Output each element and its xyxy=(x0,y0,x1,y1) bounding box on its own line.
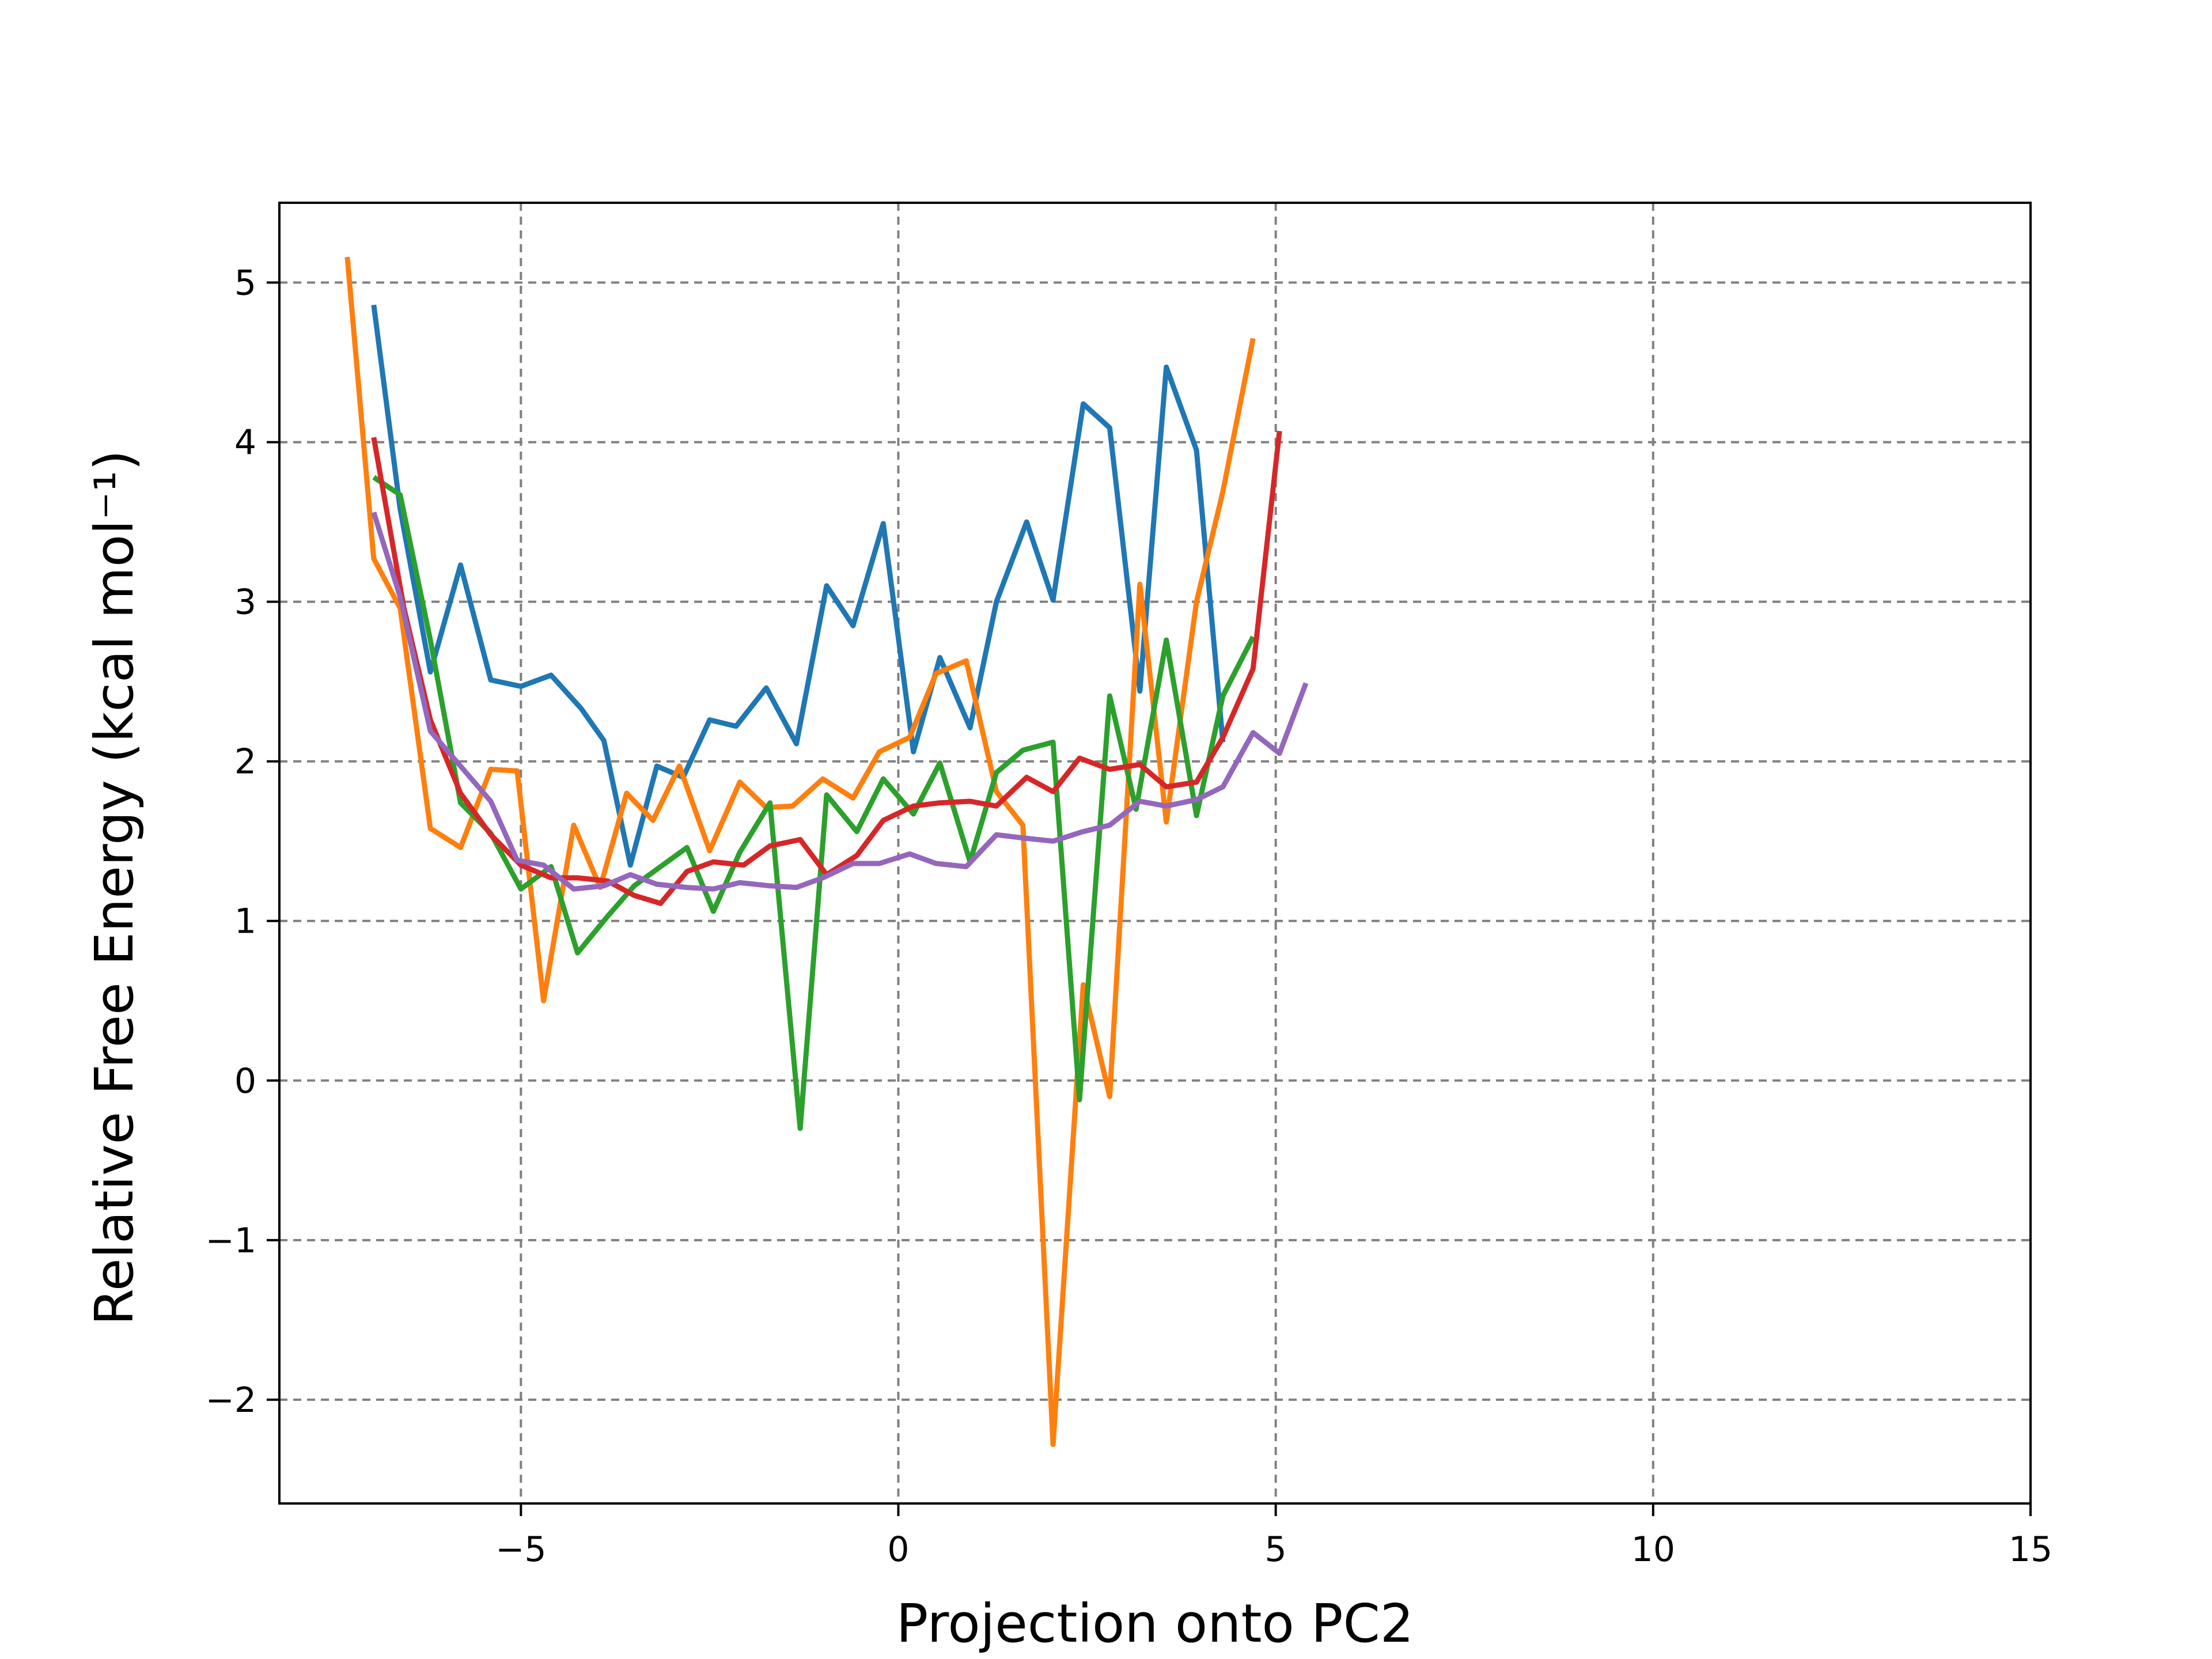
x-tick-label: 0 xyxy=(887,1529,909,1570)
x-tick-label: 15 xyxy=(2009,1529,2052,1570)
y-axis-label: Relative Free Energy (kcal mol⁻¹) xyxy=(84,450,145,1325)
series-line-5 xyxy=(371,512,1309,892)
y-tick-label: 3 xyxy=(234,582,256,623)
y-tick-label: −2 xyxy=(206,1380,256,1421)
y-tick-label: 1 xyxy=(234,902,256,942)
y-tick-label: 4 xyxy=(234,423,256,463)
y-tick-label: 0 xyxy=(234,1061,256,1101)
series-line-2 xyxy=(344,256,1256,1447)
y-tick-label: −1 xyxy=(206,1221,256,1261)
plot-frame xyxy=(278,202,2032,1505)
x-tick-label: 5 xyxy=(1265,1529,1287,1570)
y-tick-label: 2 xyxy=(234,742,256,782)
series-group xyxy=(344,256,1309,1447)
series-line-1 xyxy=(371,304,1226,868)
series-line-3 xyxy=(372,475,1256,1131)
x-axis-label: Projection onto PC2 xyxy=(896,1593,1414,1654)
ticks: −5 0 5 10 15 −2 −1 0 1 2 3 4 5 xyxy=(206,263,2053,1570)
grid xyxy=(279,203,2032,1503)
x-tick-label: 10 xyxy=(1631,1529,1675,1570)
x-tick-label: −5 xyxy=(495,1529,546,1570)
y-tick-label: 5 xyxy=(234,263,256,304)
